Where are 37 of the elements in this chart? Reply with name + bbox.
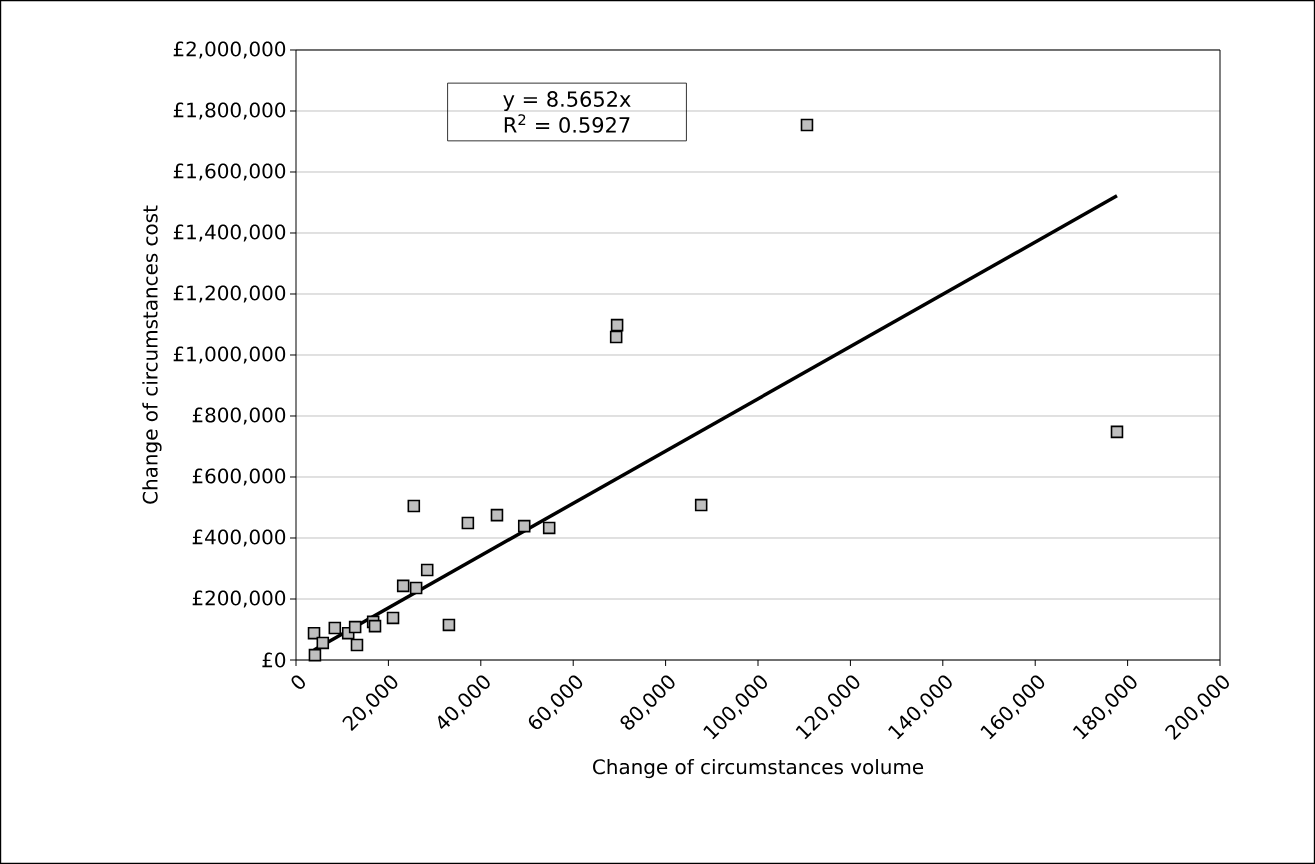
x-tick-label: 0 [291, 675, 305, 689]
y-tick-label: £1,800,000 [173, 102, 286, 120]
point [316, 636, 330, 650]
point [407, 499, 421, 513]
annotation: y = 8.5652x [503, 91, 631, 112]
point [694, 498, 708, 512]
point [517, 519, 531, 533]
point [442, 618, 456, 632]
point [800, 118, 814, 132]
point [328, 621, 342, 635]
y-tick-label: £200,000 [192, 590, 286, 608]
y-tick-label: £2,000,000 [173, 41, 286, 59]
y-tick-label: £1,600,000 [173, 163, 286, 181]
point [490, 508, 504, 522]
point [386, 611, 400, 625]
y-tick-label: £0 [262, 652, 286, 668]
y-tick-label: £400,000 [192, 529, 286, 547]
y-tick-label: £600,000 [192, 468, 286, 486]
point [396, 579, 410, 593]
point [348, 620, 362, 634]
point [610, 318, 624, 332]
point [461, 516, 475, 530]
point [609, 330, 623, 344]
annotation: R$^{2}$ = 0.5927 [504, 114, 630, 133]
y-tick-label: £800,000 [192, 407, 286, 425]
y-tick-label: £1,400,000 [173, 224, 286, 242]
point [542, 521, 556, 535]
point [409, 581, 423, 595]
point [368, 619, 382, 633]
point [350, 638, 364, 652]
point [308, 648, 322, 662]
y-tick-label: £1,200,000 [173, 285, 286, 303]
point [1110, 425, 1124, 439]
y-tick-label: £1,000,000 [173, 346, 286, 364]
x-axis-title: Change of circumstances volume [593, 758, 924, 779]
y-axis-title: Change of circumstances cost [142, 205, 162, 504]
point [420, 563, 434, 577]
